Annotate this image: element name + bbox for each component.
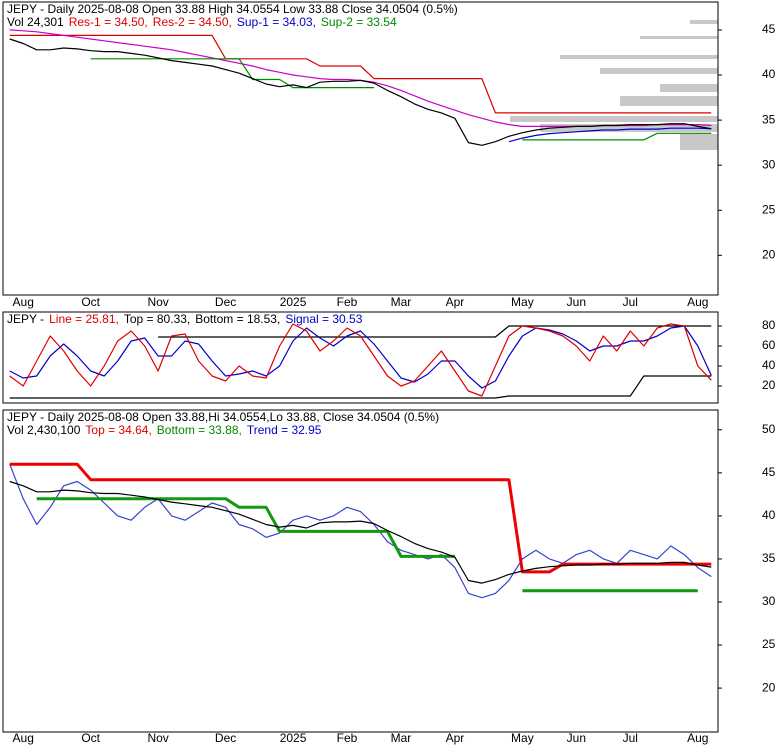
header-item: JEPY - [7, 312, 44, 326]
profile-bar [680, 134, 718, 150]
x-tick-label: Jul [623, 295, 638, 309]
x-tick-label: 2025 [280, 295, 307, 309]
x-tick-label: Jun [567, 295, 586, 309]
y-tick-label: 45 [762, 465, 776, 479]
header-item: Trend = 32.95 [247, 423, 322, 437]
panel-title: JEPY - Daily 2025-08-08 Open 33.88,Hi 34… [7, 410, 439, 424]
x-tick-label: Nov [147, 295, 168, 309]
profile-bar [690, 20, 718, 24]
y-tick-label: 40 [762, 67, 776, 81]
profile-bar [640, 36, 718, 39]
series-line [9, 34, 712, 114]
x-tick-label: Apr [446, 731, 465, 745]
x-tick-label: Mar [391, 731, 412, 745]
series-line [508, 127, 712, 143]
x-tick-label: Oct [81, 295, 100, 309]
y-tick-label: 35 [762, 112, 776, 126]
x-tick-label: Jun [567, 731, 586, 745]
series-line [9, 325, 712, 389]
panel-header: JEPY - Line = 25.81, Top = 80.33, Bottom = … [7, 312, 363, 326]
profile-bar [660, 84, 718, 92]
series-line [9, 480, 712, 584]
series-line [158, 325, 712, 338]
volume-profile [510, 20, 718, 150]
y-tick-label: 40 [762, 358, 776, 372]
header-item: Res-1 = 34.50, [69, 15, 148, 29]
series-line [90, 58, 712, 141]
x-tick-label: Feb [337, 295, 358, 309]
y-tick-label: 20 [762, 248, 776, 262]
y-tick-label: 45 [762, 22, 776, 36]
header-item: Line = 25.81, [49, 312, 119, 326]
y-tick-label: 35 [762, 551, 776, 565]
series-line [36, 497, 698, 593]
x-tick-label: Feb [337, 731, 358, 745]
y-tick-label: 60 [762, 338, 776, 352]
x-tick-label: Aug [13, 295, 34, 309]
profile-bar [620, 96, 718, 106]
y-tick-label: 30 [762, 594, 776, 608]
header-item: Top = 80.33, [124, 312, 190, 326]
panel-frame [2, 1, 719, 296]
panel-header: Vol 2,430,100 Top = 34.64, Bottom = 33.88,… [7, 423, 322, 437]
x-tick-label: Oct [81, 731, 100, 745]
x-tick-label: 2025 [280, 731, 307, 745]
header-item: Bottom = 18.53, [195, 312, 280, 326]
header-item: Bottom = 33.88, [157, 423, 242, 437]
y-tick-label: 40 [762, 508, 776, 522]
y-tick-label: 20 [762, 378, 776, 392]
x-tick-label: Dec [215, 731, 236, 745]
series-line [9, 38, 712, 146]
panel-frame [2, 311, 719, 404]
header-item: Vol 2,430,100 [7, 423, 81, 437]
header-item: Top = 34.64, [85, 423, 151, 437]
x-tick-label: May [511, 295, 534, 309]
panel-frame [2, 409, 719, 733]
y-tick-label: 30 [762, 157, 776, 171]
x-tick-label: Aug [687, 731, 708, 745]
y-tick-label: 25 [762, 637, 776, 651]
x-tick-label: Apr [446, 295, 465, 309]
series-line [9, 323, 712, 397]
x-tick-label: Mar [391, 295, 412, 309]
header-item: Signal = 30.53 [285, 312, 362, 326]
x-tick-label: Jul [623, 731, 638, 745]
profile-bar [510, 116, 718, 122]
header-item: Sup-1 = 34.03, [237, 15, 316, 29]
header-item: Vol 24,301 [7, 15, 64, 29]
header-item: Res-2 = 34.50, [153, 15, 232, 29]
x-tick-label: May [511, 731, 534, 745]
y-tick-label: 25 [762, 202, 776, 216]
y-tick-label: 80 [762, 318, 776, 332]
panel-title: JEPY - Daily 2025-08-08 Open 33.88 High … [7, 2, 458, 16]
x-tick-label: Nov [147, 731, 168, 745]
profile-bar [540, 124, 718, 132]
y-tick-label: 50 [762, 422, 776, 436]
x-tick-label: Aug [687, 295, 708, 309]
x-tick-label: Aug [13, 731, 34, 745]
header-item: Sup-2 = 33.54 [321, 15, 397, 29]
y-tick-label: 20 [762, 680, 776, 694]
x-tick-label: Dec [215, 295, 236, 309]
panel-header: Vol 24,301 Res-1 = 34.50, Res-2 = 34.50, Su… [7, 15, 397, 29]
profile-bar [560, 55, 718, 59]
profile-bar [600, 68, 718, 74]
series-line [9, 463, 712, 599]
series-line [9, 375, 712, 399]
